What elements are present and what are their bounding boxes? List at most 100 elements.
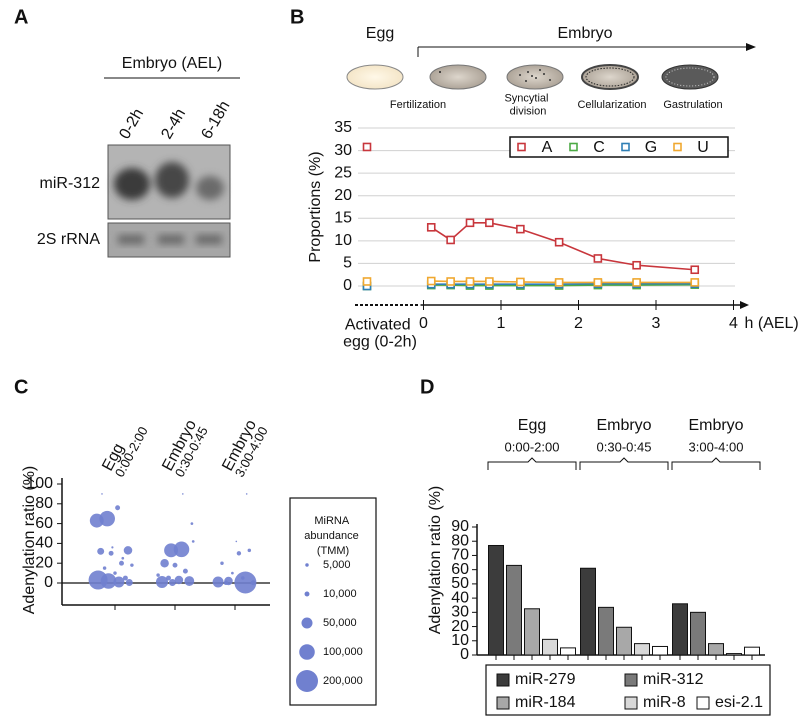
y-tick-label: 0 xyxy=(44,574,53,591)
legend-label: miR-279 xyxy=(515,671,576,688)
legend-label: A xyxy=(542,139,553,156)
bubble xyxy=(155,575,169,589)
bubble xyxy=(97,547,105,555)
bar xyxy=(634,643,650,656)
legend-label: G xyxy=(645,139,657,156)
bubble xyxy=(172,562,178,568)
y-tick-label: 5 xyxy=(343,255,352,272)
category-name: Embryo xyxy=(688,417,743,434)
bubble xyxy=(191,540,195,543)
phase-arrow-head xyxy=(746,43,756,51)
bubble xyxy=(156,573,160,577)
y-tick-label: 20 xyxy=(35,554,53,571)
bubble xyxy=(130,563,134,567)
x-tick-label: 4 xyxy=(729,315,738,332)
point xyxy=(446,235,455,245)
size-legend-label: 10,000 xyxy=(323,588,357,600)
bubble xyxy=(123,546,133,555)
x-tick-label: 1 xyxy=(497,315,506,332)
category-bracket xyxy=(671,457,761,470)
bubble xyxy=(119,560,124,566)
bar xyxy=(726,653,742,656)
point xyxy=(516,277,525,287)
bar xyxy=(708,643,724,656)
bubble xyxy=(235,540,238,543)
size-legend-bubble xyxy=(301,617,313,629)
panel-label: C xyxy=(14,376,28,398)
bubble xyxy=(113,571,117,575)
y-tick-label: 40 xyxy=(35,535,53,552)
bubble xyxy=(160,558,169,568)
y-tick-label: 10 xyxy=(451,632,469,649)
stage-label: Cellularization xyxy=(577,99,646,111)
category-time: 0:30-0:45 xyxy=(597,439,652,454)
point xyxy=(446,277,455,286)
y-axis-label: Adenylation ratio (%) xyxy=(427,486,444,635)
legend-label: U xyxy=(697,139,709,156)
point xyxy=(593,278,603,287)
y-tick-label: 0 xyxy=(343,277,352,294)
lane-label: 6-18h xyxy=(198,98,233,142)
point xyxy=(465,218,475,228)
legend-label: miR-312 xyxy=(643,671,704,688)
category-time: 3:00-4:00 xyxy=(689,439,744,454)
point xyxy=(554,237,564,247)
point xyxy=(485,277,494,286)
bar xyxy=(488,544,504,656)
bubble xyxy=(250,580,256,586)
stage-label: Gastrulation xyxy=(663,99,722,111)
bubble xyxy=(108,550,114,556)
size-legend-bubble xyxy=(304,591,310,597)
bar xyxy=(672,603,688,656)
point xyxy=(426,223,436,232)
bar xyxy=(652,645,668,656)
bubble xyxy=(245,493,248,495)
size-legend-label: 50,000 xyxy=(323,617,357,629)
blot-row-label: miR-312 xyxy=(40,175,101,192)
bubble xyxy=(113,576,125,588)
x-axis-label: h (AEL) xyxy=(745,315,799,332)
bar xyxy=(560,647,576,656)
rrna-bands xyxy=(118,235,222,244)
y-axis-label: Proportions (%) xyxy=(307,151,324,262)
size-legend-label: 200,000 xyxy=(323,675,363,687)
phase-label: Embryo xyxy=(557,25,612,42)
legend-label: C xyxy=(593,139,605,156)
y-tick-label: 25 xyxy=(334,164,352,181)
category-bracket xyxy=(487,457,577,470)
bubble xyxy=(173,541,190,558)
y-tick-label: 100 xyxy=(26,475,53,492)
y-tick-label: 70 xyxy=(451,547,469,564)
y-axis-label: Adenylation ratio (%) xyxy=(21,466,38,615)
lane-label: 2-4h xyxy=(158,106,189,142)
category-name: Embryo xyxy=(596,417,651,434)
point xyxy=(554,278,564,287)
bubble xyxy=(182,493,184,495)
x-tick-label: 2 xyxy=(574,315,583,332)
lane-label: 0-2h xyxy=(116,106,147,142)
bubble xyxy=(111,546,114,549)
bar xyxy=(524,608,540,656)
bubble xyxy=(174,575,184,585)
size-legend-title: MiRNA abundance (TMM) xyxy=(304,515,362,557)
panel-label: D xyxy=(420,376,434,398)
bubble xyxy=(223,580,229,586)
category-bracket xyxy=(579,457,669,470)
bubble xyxy=(234,571,257,594)
point xyxy=(426,276,436,286)
point xyxy=(465,277,475,286)
y-tick-label: 60 xyxy=(35,515,53,532)
bubble xyxy=(102,566,107,570)
bubble xyxy=(122,575,128,581)
y-tick-label: 20 xyxy=(334,187,352,204)
y-tick-label: 40 xyxy=(451,589,469,606)
legend-swatch xyxy=(496,696,510,710)
point xyxy=(690,278,700,287)
point xyxy=(690,265,700,275)
y-tick-label: 30 xyxy=(334,142,352,159)
bar xyxy=(616,626,632,656)
egg-point xyxy=(362,277,372,286)
